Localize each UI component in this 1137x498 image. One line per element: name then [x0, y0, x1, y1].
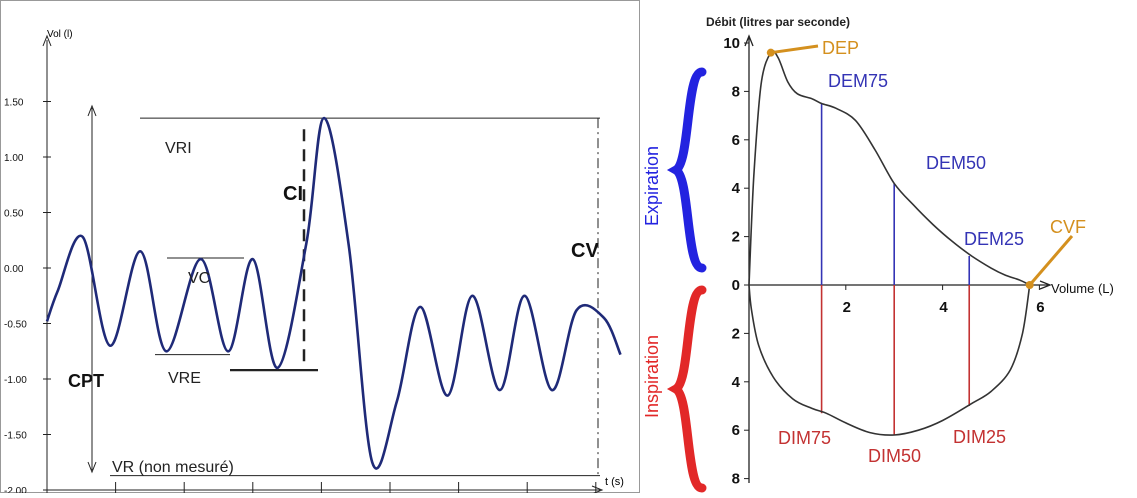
x-tick-label: 4 — [939, 299, 948, 316]
label-dem25: DEM25 — [964, 229, 1024, 249]
y-tick-label: 4 — [732, 180, 741, 197]
label-dim50: DIM50 — [868, 446, 921, 466]
pointer-cvf — [1028, 235, 1074, 286]
spirogram-chart: 1.501.000.500.00-0.50-1.00-1.50-2.000.00… — [0, 0, 640, 497]
plot-frame — [0, 0, 640, 493]
flow-volume-chart: 10 8 6 4 2 0 2 4 6 8 2 4 6 DEM75 DEM50 DEM25 DIM75 DIM50 D… — [642, 15, 1114, 493]
x-axis-arrow — [1039, 280, 1052, 290]
y-tick-label: -2.00 — [4, 486, 27, 493]
y-tick-label: 1.00 — [4, 153, 24, 164]
label-dem50: DEM50 — [926, 153, 986, 173]
flow-volume-panel: 10 8 6 4 2 0 2 4 6 8 2 4 6 DEM75 DEM50 DEM25 DIM75 DIM50 D… — [640, 0, 1137, 493]
expiration-brace — [667, 67, 707, 273]
cpt-arrow-head — [87, 104, 97, 117]
y-tick-label: 0.00 — [4, 264, 24, 275]
label-vri: VRI — [165, 140, 192, 157]
x-tick-label: 2 — [843, 299, 851, 316]
label-vc: VC — [188, 270, 210, 287]
label-dim75: DIM75 — [778, 428, 831, 448]
volume-curve — [45, 116, 622, 470]
y-axis-label: Débit (litres par seconde) — [706, 15, 850, 29]
label-dim25: DIM25 — [953, 427, 1006, 447]
y-tick-label: 4 — [732, 374, 741, 391]
pointer-dep — [770, 44, 819, 55]
label-vre: VRE — [168, 370, 201, 387]
y-tick-label: 8 — [732, 471, 740, 488]
curve-expiration — [748, 50, 1031, 286]
y-tick-label: 2 — [732, 229, 740, 246]
label-ci: CI — [283, 183, 303, 205]
x-tick-label: 6 — [1036, 299, 1044, 316]
x-axis-label: t (s) — [605, 476, 624, 488]
cpt-arrow-head — [87, 461, 97, 474]
y-tick-label: -0.50 — [4, 320, 27, 331]
y-tick-label: 6 — [732, 422, 740, 439]
label-cv: CV — [571, 240, 599, 262]
y-axis-label: Vol (l) — [47, 29, 73, 40]
expiration-label: Expiration — [642, 146, 662, 226]
x-axis-label: Volume (L) — [1051, 281, 1114, 296]
y-axis-arrow — [42, 34, 52, 47]
y-tick-label: 0 — [732, 277, 740, 294]
y-tick-label: 2 — [732, 325, 740, 342]
inspiration-brace — [667, 285, 707, 493]
y-tick-label: 8 — [732, 83, 740, 100]
inspiration-label: Inspiration — [642, 335, 662, 418]
curve-inspiration — [748, 284, 1031, 436]
label-cpt: CPT — [68, 371, 104, 391]
spirogram-panel: 1.501.000.500.00-0.50-1.00-1.50-2.000.00… — [0, 0, 640, 497]
label-dem75: DEM75 — [828, 71, 888, 91]
y-tick-label: 0.50 — [4, 209, 24, 220]
label-vr: VR (non mesuré) — [112, 459, 234, 476]
y-tick-label: 1.50 — [4, 98, 24, 109]
label-cvf: CVF — [1050, 217, 1086, 237]
label-dep: DEP — [822, 38, 859, 58]
y-tick-label: -1.00 — [4, 375, 27, 386]
y-tick-label: -1.50 — [4, 431, 27, 442]
y-tick-label: 6 — [732, 132, 740, 149]
y-tick-label: 10 — [723, 35, 740, 52]
